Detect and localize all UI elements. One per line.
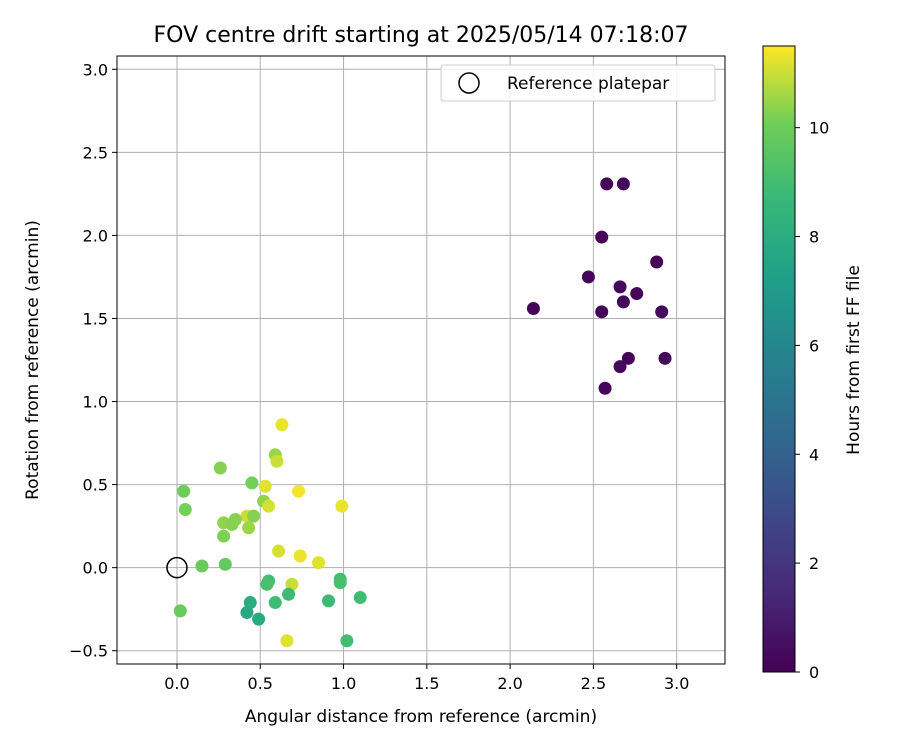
data-point xyxy=(272,544,286,558)
colorbar-tick-label: 8 xyxy=(809,228,819,247)
y-tick-label: 1.5 xyxy=(83,309,108,328)
data-point xyxy=(312,556,326,570)
data-point xyxy=(262,499,276,513)
colorbar-tick-label: 6 xyxy=(809,336,819,355)
x-tick-label: 1.0 xyxy=(331,674,356,693)
data-point xyxy=(282,587,296,601)
data-point xyxy=(630,287,644,301)
data-point xyxy=(581,270,595,284)
data-point xyxy=(658,351,672,365)
data-point xyxy=(353,591,367,605)
data-point xyxy=(322,594,336,608)
y-tick-label: 2.0 xyxy=(83,226,108,245)
reference-marker xyxy=(166,556,188,579)
data-point xyxy=(292,484,306,498)
data-point xyxy=(595,230,609,244)
data-point xyxy=(650,255,664,269)
data-point xyxy=(595,305,609,319)
data-point xyxy=(335,499,349,513)
colorbar-ticks: 0 2 4 6 8 10 xyxy=(795,119,829,682)
colorbar-tick-label: 2 xyxy=(809,554,819,573)
data-point xyxy=(616,177,630,191)
x-tick-label: 2.0 xyxy=(497,674,522,693)
data-point xyxy=(293,549,307,563)
data-point xyxy=(218,557,232,571)
data-point xyxy=(526,302,540,316)
data-point xyxy=(333,576,347,590)
x-axis-ticks: 0.0 0.5 1.0 1.5 2.0 2.5 3.0 xyxy=(164,664,689,693)
data-point xyxy=(275,418,289,432)
legend: Reference platepar xyxy=(440,64,716,102)
data-point xyxy=(598,381,612,395)
x-tick-label: 0.0 xyxy=(164,674,189,693)
colorbar-label: Hours from first FF file xyxy=(844,265,864,455)
y-axis-ticks: −0.5 0.0 0.5 1.0 1.5 2.0 2.5 3.0 xyxy=(69,60,117,661)
x-axis-label: Angular distance from reference (arcmin) xyxy=(245,707,597,727)
chart-title: FOV centre drift starting at 2025/05/14 … xyxy=(154,23,689,48)
data-point xyxy=(247,509,261,523)
data-point xyxy=(270,454,284,468)
x-tick-label: 0.5 xyxy=(248,674,273,693)
data-point xyxy=(613,280,627,294)
data-point xyxy=(245,476,259,490)
y-tick-label: 2.5 xyxy=(83,143,108,162)
y-tick-label: 3.0 xyxy=(83,60,108,79)
legend-box xyxy=(440,64,716,102)
colorbar-tick-label: 0 xyxy=(809,663,819,682)
grid xyxy=(117,56,725,664)
data-point xyxy=(178,503,192,517)
plot-frame xyxy=(116,55,726,665)
data-point xyxy=(285,577,299,591)
legend-reference-marker xyxy=(458,72,480,94)
data-point xyxy=(616,295,630,309)
data-point xyxy=(242,521,256,535)
colorbar-tick-label: 4 xyxy=(809,445,819,464)
legend-reference-label: Reference platepar xyxy=(507,74,669,94)
data-point xyxy=(177,484,191,498)
x-tick-label: 3.0 xyxy=(664,674,689,693)
y-tick-label: −0.5 xyxy=(69,642,108,661)
y-tick-label: 0.0 xyxy=(83,559,108,578)
reference-marker-group xyxy=(166,556,188,579)
colorbar: 0 2 4 6 8 10 Hours from first FF file xyxy=(762,45,864,682)
data-points xyxy=(173,177,672,648)
data-point xyxy=(260,577,274,591)
colorbar-gradient xyxy=(763,46,795,672)
data-point xyxy=(655,305,669,319)
data-point xyxy=(600,177,614,191)
colorbar-frame xyxy=(762,45,796,673)
data-point xyxy=(213,461,227,475)
data-point xyxy=(258,479,272,493)
x-tick-label: 1.5 xyxy=(414,674,439,693)
data-point xyxy=(217,529,231,543)
data-point xyxy=(173,604,187,618)
data-point xyxy=(243,596,257,610)
y-axis-label: Rotation from reference (arcmin) xyxy=(23,220,43,500)
data-point xyxy=(621,351,635,365)
data-point xyxy=(252,612,266,626)
data-point xyxy=(225,517,239,531)
data-point xyxy=(280,634,294,648)
colorbar-tick-label: 10 xyxy=(809,119,829,138)
data-point xyxy=(195,559,209,573)
data-point xyxy=(268,596,282,610)
y-tick-label: 0.5 xyxy=(83,476,108,495)
y-tick-label: 1.0 xyxy=(83,393,108,412)
data-point xyxy=(340,634,354,648)
data-point xyxy=(240,606,254,620)
x-tick-label: 2.5 xyxy=(581,674,606,693)
data-point xyxy=(613,360,627,374)
